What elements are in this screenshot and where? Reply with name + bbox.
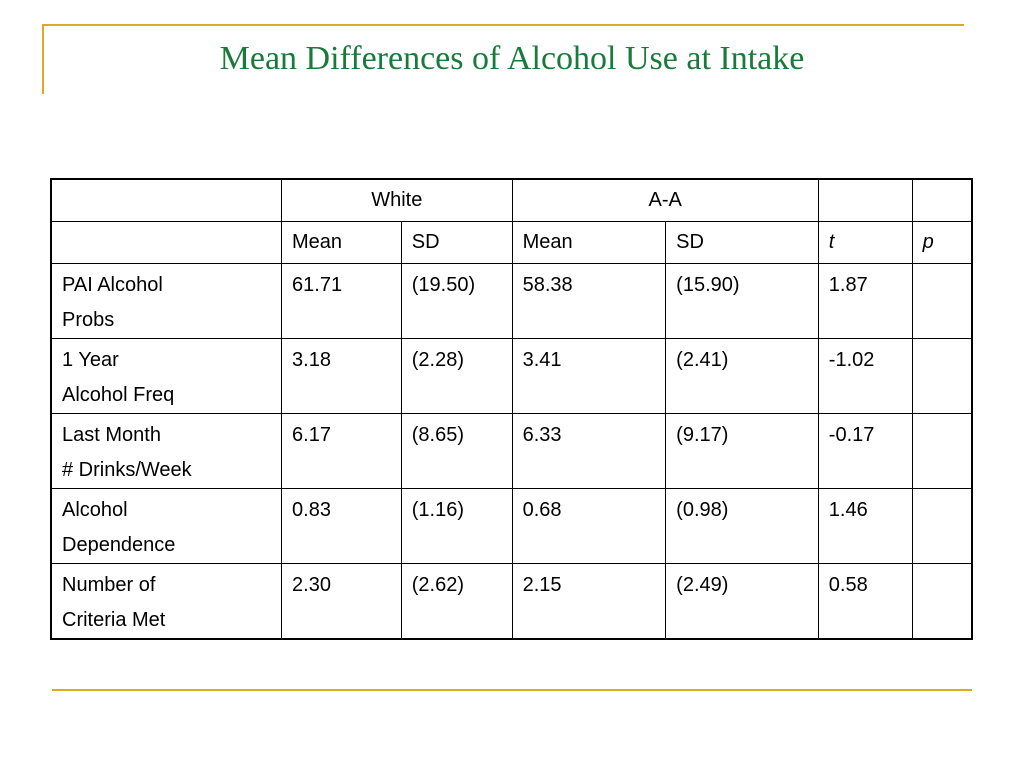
- accent-line-top: [42, 24, 964, 26]
- slide-title: Mean Differences of Alcohol Use at Intak…: [219, 40, 805, 77]
- t-cell: 1.87: [817, 262, 913, 339]
- white-sd-cell: (2.62): [400, 562, 513, 639]
- aa-sd-cell: (2.49): [665, 562, 819, 639]
- p-cell: [911, 562, 973, 639]
- aa-mean-cell: 0.68: [511, 487, 667, 564]
- white-sd-cell: (19.50): [400, 262, 513, 339]
- table-row: PAI Alcohol Probs 61.71 (19.50) 58.38 (15…: [50, 262, 973, 339]
- white-mean-cell: 0.83: [281, 487, 402, 564]
- table-row: Number of Criteria Met 2.30 (2.62) 2.15 (…: [50, 562, 973, 639]
- t-cell: 0.58: [817, 562, 913, 639]
- sub-header-t: t: [817, 220, 913, 264]
- white-mean-cell: 3.18: [281, 337, 402, 414]
- sub-header-row: Mean SD Mean SD t p: [50, 220, 973, 264]
- p-cell: [911, 487, 973, 564]
- sub-header-aa-mean: Mean: [511, 220, 667, 264]
- group-header-row: White A-A: [50, 178, 973, 222]
- sub-header-aa-sd: SD: [665, 220, 819, 264]
- table-row: 1 Year Alcohol Freq 3.18 (2.28) 3.41 (2.4…: [50, 337, 973, 414]
- aa-mean-cell: 58.38: [511, 262, 667, 339]
- white-mean-cell: 6.17: [281, 412, 402, 489]
- row-label: 1 Year Alcohol Freq: [50, 337, 283, 414]
- sub-header-p: p: [911, 220, 973, 264]
- sub-header-white-mean: Mean: [281, 220, 402, 264]
- sub-header-white-sd: SD: [400, 220, 513, 264]
- aa-sd-cell: (15.90): [665, 262, 819, 339]
- header-aa: A-A: [511, 178, 819, 222]
- accent-line-left: [42, 24, 44, 94]
- t-cell: 1.46: [817, 487, 913, 564]
- aa-sd-cell: (0.98): [665, 487, 819, 564]
- p-cell: [911, 262, 973, 339]
- aa-mean-cell: 2.15: [511, 562, 667, 639]
- accent-line-bottom: [52, 689, 972, 691]
- corner-cell: [50, 178, 283, 222]
- sub-header-corner: [50, 220, 283, 264]
- t-cell: -1.02: [817, 337, 913, 414]
- header-white: White: [281, 178, 513, 222]
- p-cell: [911, 412, 973, 489]
- row-label: Alcohol Dependence: [50, 487, 283, 564]
- aa-sd-cell: (9.17): [665, 412, 819, 489]
- header-empty-t: [817, 178, 913, 222]
- p-cell: [911, 337, 973, 414]
- aa-mean-cell: 3.41: [511, 337, 667, 414]
- white-mean-cell: 61.71: [281, 262, 402, 339]
- table-row: Last Month # Drinks/Week 6.17 (8.65) 6.33…: [50, 412, 973, 489]
- white-sd-cell: (8.65): [400, 412, 513, 489]
- table-row: Alcohol Dependence 0.83 (1.16) 0.68 (0.98…: [50, 487, 973, 564]
- white-mean-cell: 2.30: [281, 562, 402, 639]
- aa-mean-cell: 6.33: [511, 412, 667, 489]
- white-sd-cell: (2.28): [400, 337, 513, 414]
- white-sd-cell: (1.16): [400, 487, 513, 564]
- t-cell: -0.17: [817, 412, 913, 489]
- alcohol-use-table: White A-A Mean SD Mean SD t p PAI Alcoho…: [50, 178, 973, 640]
- aa-sd-cell: (2.41): [665, 337, 819, 414]
- header-empty-p: [911, 178, 973, 222]
- row-label: PAI Alcohol Probs: [50, 262, 283, 339]
- row-label: Number of Criteria Met: [50, 562, 283, 639]
- row-label: Last Month # Drinks/Week: [50, 412, 283, 489]
